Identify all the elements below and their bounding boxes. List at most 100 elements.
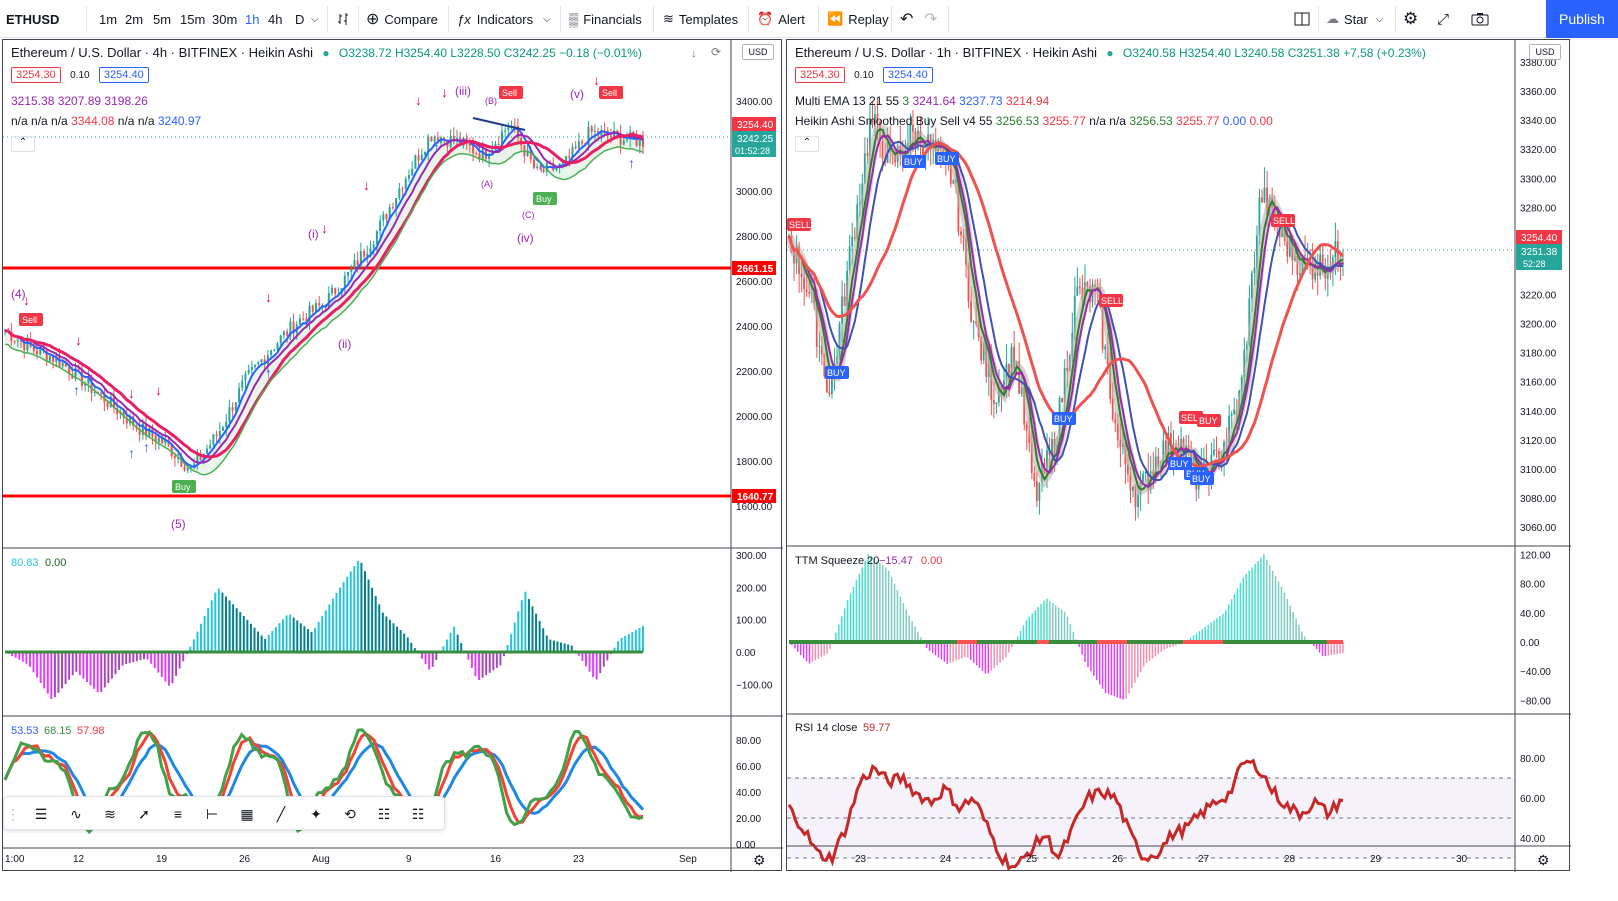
rsi-axis-label: 80.00 bbox=[736, 736, 761, 747]
spiral-icon[interactable]: ⟲ bbox=[344, 805, 356, 822]
settings-lines-icon[interactable]: ☷ bbox=[377, 805, 391, 822]
signal-label: SELL bbox=[789, 220, 811, 230]
ha-label: Heikin Ashi Smoothed Buy Sell v4 55 bbox=[795, 114, 993, 128]
candle-body bbox=[995, 402, 998, 405]
candle-body bbox=[186, 467, 189, 471]
fullscreen-icon[interactable]: ⤢ bbox=[1437, 10, 1450, 28]
pattern-icon[interactable]: ✦ bbox=[310, 805, 322, 822]
left-symbol-title[interactable]: Ethereum / U.S. Dollar · 4h · BITFINEX ·… bbox=[11, 45, 313, 60]
multi-ema-legend[interactable]: Multi EMA 13 21 55 3 3241.64 3237.73 321… bbox=[795, 94, 1049, 108]
ask-badge[interactable]: 3254.40 bbox=[882, 67, 933, 83]
templates-button[interactable]: ≋ Templates bbox=[663, 0, 738, 38]
osc-axis-label: 200.00 bbox=[736, 583, 767, 594]
alert-button[interactable]: ⏰ Alert bbox=[757, 0, 805, 38]
candle-body bbox=[308, 305, 311, 322]
candle-body bbox=[472, 145, 475, 154]
horizontal-ray-icon[interactable]: ⊢ bbox=[205, 805, 219, 822]
replay-button[interactable]: ⏪ Replay bbox=[827, 0, 889, 38]
sell-signal-label: Sell bbox=[502, 88, 517, 98]
left-chart-pane[interactable]: 3400.003200.003000.002800.002600.002400.… bbox=[2, 39, 783, 872]
undo-icon[interactable]: ↶ bbox=[900, 11, 914, 28]
candle-body bbox=[279, 335, 282, 344]
star-button[interactable]: ☁ Star ⌵ bbox=[1326, 0, 1383, 38]
collapse-legend-button[interactable]: ⌃ bbox=[11, 136, 35, 152]
bid-badge[interactable]: 3254.30 bbox=[11, 67, 61, 83]
elliott-wave-label: (B) bbox=[485, 96, 497, 106]
interval-4h[interactable]: 4h bbox=[268, 11, 283, 27]
refresh-icon[interactable]: ⟳ bbox=[711, 45, 722, 59]
candle-body bbox=[452, 135, 455, 142]
ask-badge[interactable]: 3254.40 bbox=[98, 67, 149, 83]
compare-button[interactable]: ⊕ Compare bbox=[366, 0, 438, 38]
candle-body bbox=[244, 373, 247, 381]
abcd-pattern-icon[interactable]: ≋ bbox=[104, 805, 116, 822]
left-chart-canvas[interactable]: 3400.003200.003000.002800.002600.002400.… bbox=[3, 40, 783, 872]
candle-body bbox=[401, 188, 404, 190]
star-label: Star bbox=[1344, 11, 1368, 27]
candle-body bbox=[391, 207, 394, 209]
fib-channel-icon[interactable]: ≡ bbox=[173, 806, 183, 822]
price-axis-label: 3360.00 bbox=[1520, 87, 1557, 98]
interval-15m[interactable]: 15m bbox=[180, 11, 206, 27]
candle-body bbox=[1253, 268, 1256, 274]
candle-body bbox=[32, 346, 35, 351]
camera-icon[interactable] bbox=[1470, 0, 1490, 38]
candle-body bbox=[577, 141, 580, 149]
interval-5m[interactable]: 5m bbox=[153, 11, 172, 27]
rsi-legend-value: 53.53 bbox=[11, 725, 39, 737]
horizontal-lines-icon[interactable]: ☰ bbox=[34, 805, 48, 822]
sell-signal bbox=[787, 218, 811, 231]
line-icon[interactable]: ╱ bbox=[276, 805, 286, 822]
elliott-wave-icon[interactable]: ∿ bbox=[70, 805, 82, 822]
scroll-down-icon[interactable]: ↓ bbox=[691, 46, 697, 60]
candle-body bbox=[1314, 272, 1316, 280]
candle-body bbox=[132, 416, 135, 426]
candle-body bbox=[808, 291, 811, 294]
time-axis-label: 9 bbox=[406, 854, 412, 865]
price-tag-label: 1640.77 bbox=[737, 492, 774, 503]
rsi-legend-value: 59.77 bbox=[863, 722, 891, 734]
interval-1m[interactable]: 1m bbox=[99, 11, 118, 27]
layout-icon[interactable] bbox=[1293, 0, 1311, 38]
candle-body bbox=[84, 383, 87, 386]
currency-selector[interactable]: USD bbox=[1529, 44, 1561, 60]
candle-body bbox=[625, 139, 628, 141]
candle-body bbox=[74, 367, 77, 379]
candle-body bbox=[642, 138, 644, 147]
settings-lines-icon[interactable]: ☷ bbox=[411, 805, 425, 822]
interval-1h[interactable]: 1h bbox=[245, 11, 260, 27]
drag-handle-icon[interactable]: ⋮ bbox=[6, 805, 20, 822]
trend-line-icon[interactable]: ➚ bbox=[138, 805, 150, 822]
candle-body bbox=[427, 136, 430, 152]
price-tag bbox=[1516, 244, 1562, 270]
buy-arrow-icon: ↑ bbox=[128, 445, 135, 461]
symbol-search[interactable]: ETHUSD bbox=[6, 11, 60, 27]
price-axis-label: 2600.00 bbox=[736, 277, 773, 288]
redo-icon[interactable]: ↷ bbox=[924, 11, 938, 28]
collapse-legend-button[interactable]: ⌃ bbox=[795, 136, 819, 152]
interval-d[interactable]: D bbox=[295, 11, 305, 27]
financials-button[interactable]: ▒ Financials bbox=[569, 0, 642, 38]
interval-2m[interactable]: 2m bbox=[125, 11, 144, 27]
candle-body bbox=[1212, 449, 1215, 455]
candle-body bbox=[311, 305, 314, 312]
elliott-wave-label: (A) bbox=[481, 179, 493, 189]
interval-30m[interactable]: 30m bbox=[212, 11, 238, 27]
indicators-button[interactable]: ƒx Indicators ⌵ bbox=[457, 0, 551, 38]
right-chart-canvas[interactable]: 3380.003360.003340.003320.003300.003280.… bbox=[787, 40, 1571, 872]
currency-selector[interactable]: USD bbox=[742, 44, 774, 60]
candle-body bbox=[1116, 423, 1119, 441]
chart-type-icon[interactable] bbox=[336, 0, 352, 38]
candle-body bbox=[173, 456, 176, 458]
right-chart-pane[interactable]: 3380.00 3360.00 3340.00 3320.00 3300.00 3280.… bbox=[786, 39, 1571, 872]
gear-icon[interactable]: ⚙ bbox=[1403, 9, 1419, 28]
chevron-down-icon[interactable]: ⌵ bbox=[311, 13, 319, 25]
candle-body bbox=[382, 214, 385, 221]
candle-body bbox=[952, 179, 955, 184]
bid-badge[interactable]: 3254.30 bbox=[795, 67, 845, 83]
right-symbol-title[interactable]: Ethereum / U.S. Dollar · 1h · BITFINEX ·… bbox=[795, 45, 1097, 60]
fib-retracement-icon[interactable]: ▦ bbox=[240, 805, 254, 822]
heikin-ashi-legend[interactable]: Heikin Ashi Smoothed Buy Sell v4 55 3256… bbox=[795, 114, 1273, 128]
publish-button[interactable]: Publish bbox=[1546, 0, 1618, 38]
candle-body bbox=[488, 155, 491, 159]
